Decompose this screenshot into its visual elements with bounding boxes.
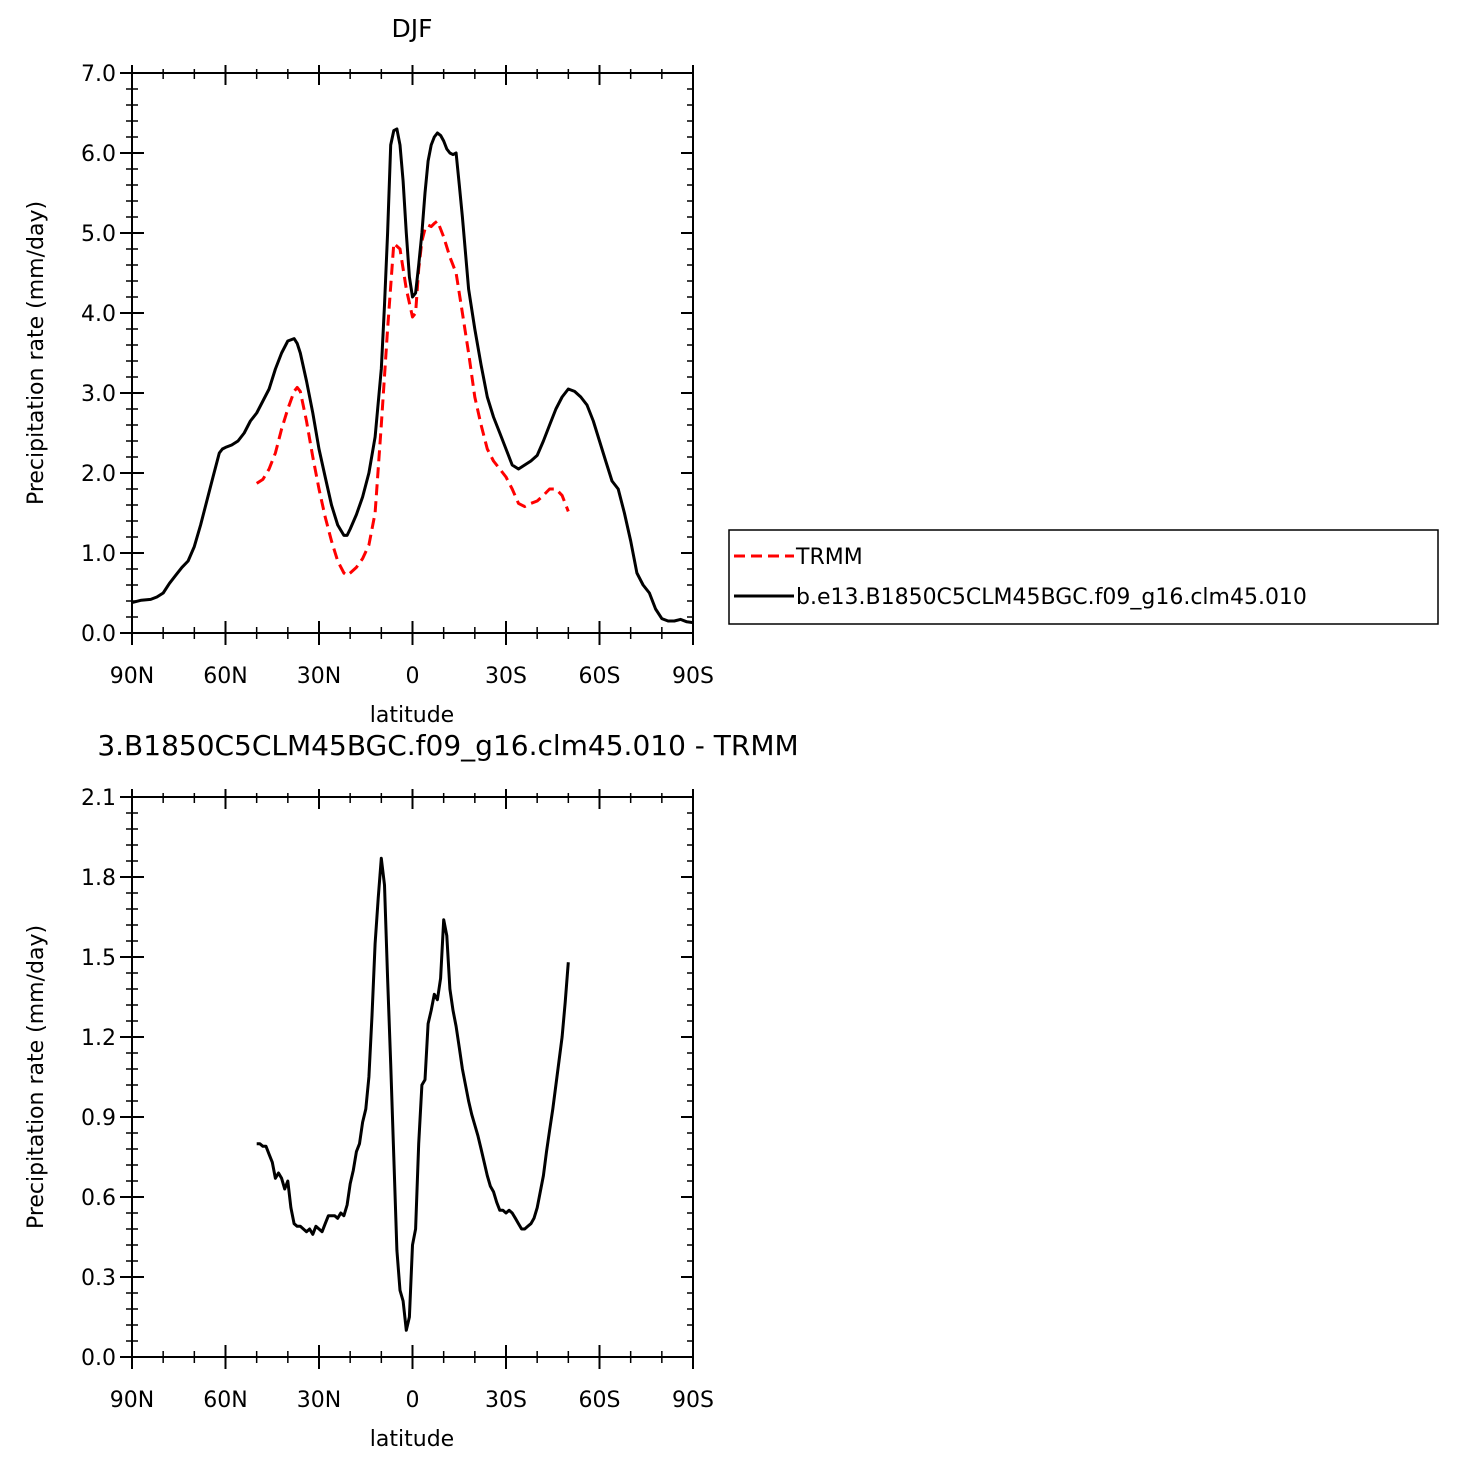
y-tick-label: 0.6	[81, 1186, 116, 1211]
x-tick-label: 30S	[485, 1388, 527, 1413]
top-series-layer	[131, 127, 694, 625]
legend-label-model: b.e13.B1850C5CLM45BGC.f09_g16.clm45.010	[796, 585, 1307, 610]
y-tick-label: 3.0	[81, 382, 116, 407]
y-tick-label: 2.0	[81, 462, 116, 487]
y-tick-label: 6.0	[81, 142, 116, 167]
bottom-panel-title: 3.B1850C5CLM45BGC.f09_g16.clm45.010 - TR…	[97, 729, 798, 762]
top-plot-frame	[131, 72, 694, 634]
bottom-y-axis-label: Precipitation rate (mm/day)	[24, 925, 49, 1229]
y-tick-label: 1.0	[81, 542, 116, 567]
x-tick-label: 0	[406, 1388, 420, 1413]
x-tick-label: 30N	[297, 1388, 341, 1413]
y-tick-label: 1.2	[81, 1026, 116, 1051]
legend-label-trmm: TRMM	[795, 545, 863, 570]
y-tick-label: 7.0	[81, 62, 116, 87]
x-tick-label: 30S	[485, 664, 527, 689]
top-y-axis-label: Precipitation rate (mm/day)	[24, 201, 49, 505]
x-tick-label: 60N	[203, 664, 247, 689]
top-y-axis: 0.0 1.0 2.0 3.0 4.0 5.0 6.0 7.0	[81, 62, 693, 647]
x-tick-label: 90S	[672, 1388, 714, 1413]
x-tick-label: 30N	[297, 664, 341, 689]
top-panel-title: DJF	[391, 14, 432, 43]
bottom-x-axis: 90N 60N 30N 0 30S 60S 90S	[110, 789, 714, 1413]
y-tick-label: 0.0	[81, 1346, 116, 1371]
y-tick-label: 0.0	[81, 622, 116, 647]
top-x-axis-label: latitude	[370, 703, 454, 728]
y-tick-label: 4.0	[81, 302, 116, 327]
bottom-panel: 3.B1850C5CLM45BGC.f09_g16.clm45.010 - TR…	[24, 729, 799, 1452]
x-tick-label: 90N	[110, 1388, 154, 1413]
legend-box	[728, 529, 1439, 625]
y-tick-label: 0.9	[81, 1106, 116, 1131]
y-tick-label: 1.5	[81, 946, 116, 971]
y-tick-label: 0.3	[81, 1266, 116, 1291]
y-tick-label: 5.0	[81, 222, 116, 247]
series-line-trmm	[255, 219, 570, 577]
y-tick-label: 1.8	[81, 866, 116, 891]
y-tick-label: 2.1	[81, 786, 116, 811]
bottom-y-axis: 0.0 0.3 0.6 0.9 1.2 1.5 1.8 2.1	[81, 786, 693, 1371]
x-tick-label: 90S	[672, 664, 714, 689]
series-line-difference-0	[256, 856, 570, 1332]
series-line-b-e13-b1850c5clm45bgc-f09-g16-clm45-010	[131, 127, 694, 625]
x-tick-label: 60N	[203, 1388, 247, 1413]
x-tick-label: 60S	[579, 664, 621, 689]
top-x-axis: 90N 60N 30N 0 30S 60S 90S	[110, 65, 714, 689]
top-panel: DJF 0.0 1.0 2.0 3.0 4.0 5.0 6.0 7.0 90N 60N 30N 0 3…	[24, 14, 714, 728]
bottom-series-layer	[256, 856, 570, 1332]
legend: TRMM b.e13.B1850C5CLM45BGC.f09_g16.clm45…	[728, 529, 1439, 625]
x-tick-label: 0	[406, 664, 420, 689]
x-tick-label: 90N	[110, 664, 154, 689]
bottom-x-axis-label: latitude	[370, 1427, 454, 1452]
x-tick-label: 60S	[579, 1388, 621, 1413]
